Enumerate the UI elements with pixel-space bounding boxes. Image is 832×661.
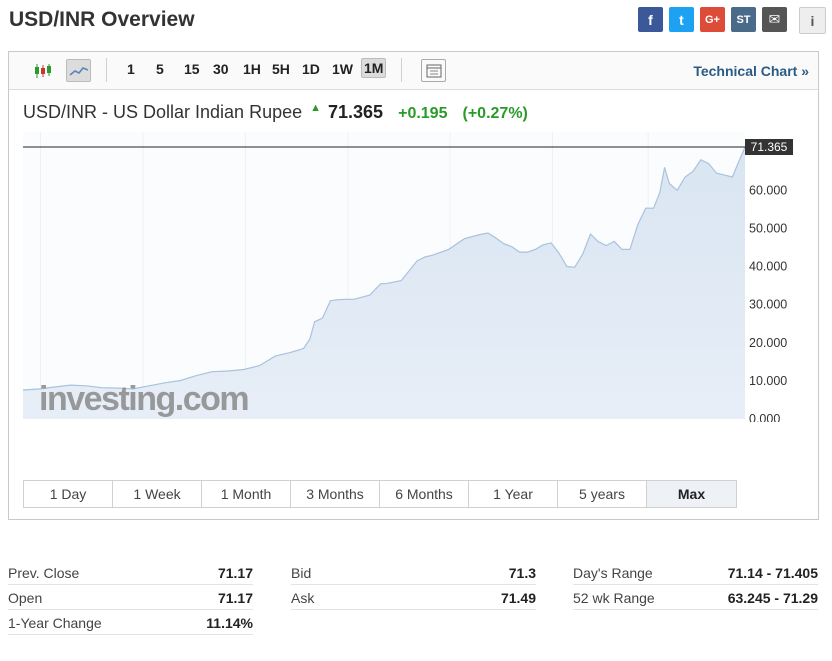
toolbar-divider xyxy=(401,58,402,82)
interval-1w-button[interactable]: 1W xyxy=(332,61,353,77)
period-5-years-button[interactable]: 5 years xyxy=(558,481,647,507)
stat-label: Day's Range xyxy=(573,565,653,581)
price-change-percent: (+0.27%) xyxy=(462,105,528,122)
stat-value: 71.49 xyxy=(500,590,536,606)
period-max-button[interactable]: Max xyxy=(647,481,736,507)
y-tick-label: 50.000 xyxy=(749,221,787,235)
price-change: +0.195 xyxy=(398,105,448,122)
interval-1-button[interactable]: 1 xyxy=(127,61,135,77)
stocktwits-icon[interactable]: ST xyxy=(731,7,756,32)
quote-header: USD/INR - US Dollar Indian Rupee ▲ 71.365… xyxy=(23,102,528,123)
period-3-months-button[interactable]: 3 Months xyxy=(291,481,380,507)
stat-label: 1-Year Change xyxy=(8,615,102,631)
chart-widget: 1 5 15 30 1H 5H 1D 1W 1M Technical Chart… xyxy=(8,51,819,520)
last-price: 71.365 xyxy=(328,102,384,122)
up-arrow-icon: ▲ xyxy=(310,102,321,114)
period-1-month-button[interactable]: 1 Month xyxy=(202,481,291,507)
y-tick-label: 40.000 xyxy=(749,260,787,274)
period-1-day-button[interactable]: 1 Day xyxy=(24,481,113,507)
interval-1d-button[interactable]: 1D xyxy=(302,61,320,77)
period-selector: 1 Day 1 Week 1 Month 3 Months 6 Months 1… xyxy=(23,480,737,508)
page-title: USD/INR Overview xyxy=(9,8,195,31)
interval-30-button[interactable]: 30 xyxy=(213,61,229,77)
watermark: investing.com xyxy=(39,380,248,418)
stat-1-year-change: 1-Year Change 11.14% xyxy=(8,610,253,635)
stat-label: Open xyxy=(8,590,43,606)
y-axis: 0.000 10.000 20.000 30.000 40.000 50.000 60.00… xyxy=(749,183,787,422)
stats-column-2: Bid 71.3 Ask 71.49 xyxy=(291,560,536,610)
stats-column-1: Prev. Close 71.17 Open 71.17 1-Year Chan… xyxy=(8,560,253,635)
chart-settings-icon[interactable] xyxy=(421,59,446,82)
interval-5-button[interactable]: 5 xyxy=(156,61,164,77)
current-price-tag: 71.365 xyxy=(745,139,793,155)
stat-value: 11.14% xyxy=(206,615,253,631)
google-plus-icon[interactable]: G+ xyxy=(700,7,725,32)
stat-value: 71.17 xyxy=(217,565,253,581)
share-bar: f t G+ ST ✉ i xyxy=(638,7,826,34)
y-tick-label: 30.000 xyxy=(749,298,787,312)
candlestick-icon[interactable] xyxy=(30,59,55,82)
interval-15-button[interactable]: 15 xyxy=(184,61,200,77)
price-line xyxy=(23,146,746,391)
facebook-icon[interactable]: f xyxy=(638,7,663,32)
stat-bid: Bid 71.3 xyxy=(291,560,536,585)
y-tick-label: 60.000 xyxy=(749,183,787,197)
stat-52wk-range: 52 wk Range 63.245 - 71.29 xyxy=(573,585,818,610)
line-chart-icon[interactable] xyxy=(66,59,91,82)
stat-value: 63.245 - 71.29 xyxy=(727,590,818,606)
current-price-label: 71.365 xyxy=(751,140,788,154)
price-chart[interactable]: 71.365 0.000 10.000 20.000 30.000 40.000 50.0… xyxy=(23,132,818,422)
interval-1m-button[interactable]: 1M xyxy=(361,58,387,78)
twitter-icon[interactable]: t xyxy=(669,7,694,32)
interval-5h-button[interactable]: 5H xyxy=(272,61,290,77)
chart-toolbar: 1 5 15 30 1H 5H 1D 1W 1M Technical Chart… xyxy=(9,52,818,90)
y-tick-label: 0.000 xyxy=(749,412,780,422)
period-6-months-button[interactable]: 6 Months xyxy=(380,481,469,507)
interval-1h-button[interactable]: 1H xyxy=(243,61,261,77)
period-1-week-button[interactable]: 1 Week xyxy=(113,481,202,507)
stat-value: 71.17 xyxy=(217,590,253,606)
price-area xyxy=(23,147,745,419)
email-icon[interactable]: ✉ xyxy=(762,7,787,32)
stat-open: Open 71.17 xyxy=(8,585,253,610)
stat-days-range: Day's Range 71.14 - 71.405 xyxy=(573,560,818,585)
stat-ask: Ask 71.49 xyxy=(291,585,536,610)
stat-label: Ask xyxy=(291,590,315,606)
y-tick-label: 10.000 xyxy=(749,374,787,388)
instrument-name: USD/INR - US Dollar Indian Rupee xyxy=(23,102,303,122)
stat-label: 52 wk Range xyxy=(573,590,655,606)
stats-column-3: Day's Range 71.14 - 71.405 52 wk Range 6… xyxy=(573,560,818,610)
toolbar-divider xyxy=(106,58,107,82)
investing-logo: investing.com xyxy=(39,380,250,418)
stat-prev-close: Prev. Close 71.17 xyxy=(8,560,253,585)
technical-chart-link[interactable]: Technical Chart » xyxy=(693,63,809,79)
stat-label: Prev. Close xyxy=(8,565,80,581)
stat-value: 71.3 xyxy=(508,565,536,581)
stat-value: 71.14 - 71.405 xyxy=(727,565,818,581)
y-tick-label: 20.000 xyxy=(749,336,787,350)
info-icon[interactable]: i xyxy=(799,7,826,34)
period-1-year-button[interactable]: 1 Year xyxy=(469,481,558,507)
stat-label: Bid xyxy=(291,565,312,581)
